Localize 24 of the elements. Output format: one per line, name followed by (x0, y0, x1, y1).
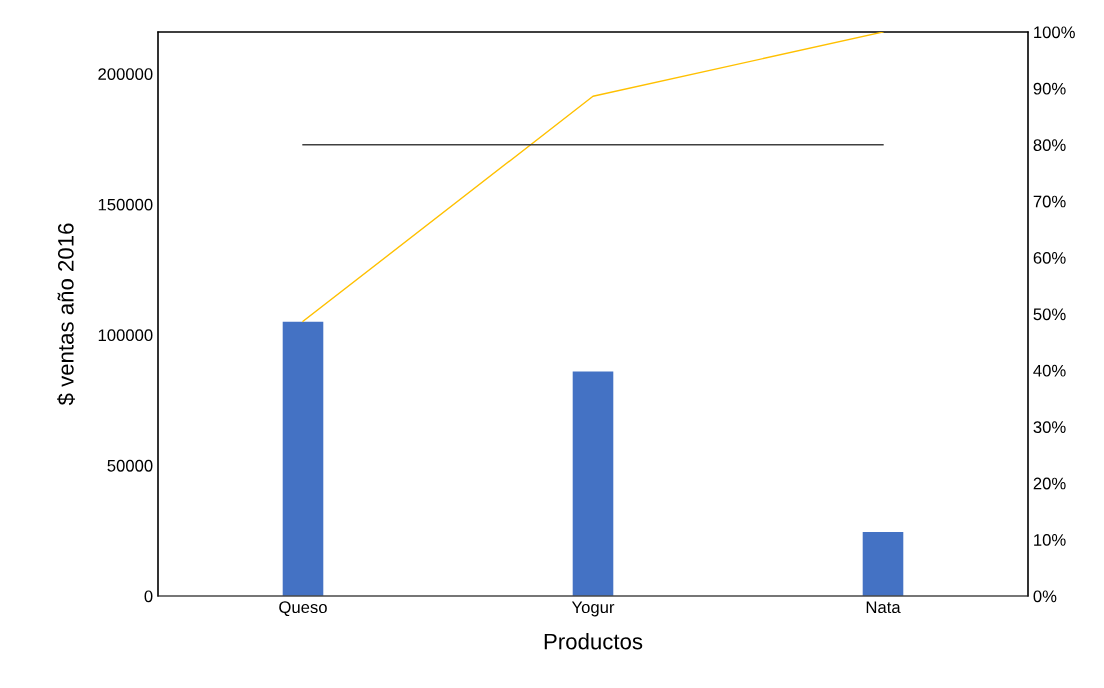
y2-tick-label: 50% (1033, 308, 1066, 321)
y2-tick-label: 90% (1033, 82, 1066, 95)
x-axis-title: Productos (544, 633, 643, 650)
y-tick-label: 100000 (98, 329, 153, 342)
y2-tick-label: 70% (1033, 195, 1066, 208)
y2-tick-label: 80% (1033, 139, 1066, 151)
bar (862, 532, 904, 596)
y2-tick-label: 0% (1033, 590, 1057, 603)
y-axis-title: $ ventas año 2016 (57, 223, 76, 406)
x-tick-label: Nata (866, 601, 901, 614)
y2-tick-label: 10% (1034, 534, 1066, 546)
y2-tick-label: 30% (1033, 421, 1066, 433)
bar (282, 321, 324, 596)
x-tick-label: Yogur (571, 601, 615, 617)
y2-tick-label: 40% (1033, 364, 1066, 377)
y-tick-label: 150000 (98, 198, 153, 211)
y-tick-label: 200000 (98, 68, 153, 80)
y2-tick-label: 100% (1034, 26, 1075, 39)
y2-tick-label: 20% (1033, 477, 1066, 490)
y-tick-label: 0 (144, 590, 153, 603)
x-tick-label: Queso (279, 601, 327, 617)
bar (572, 371, 614, 596)
y2-tick-label: 60% (1033, 252, 1066, 264)
y-tick-label: 50000 (107, 459, 153, 472)
